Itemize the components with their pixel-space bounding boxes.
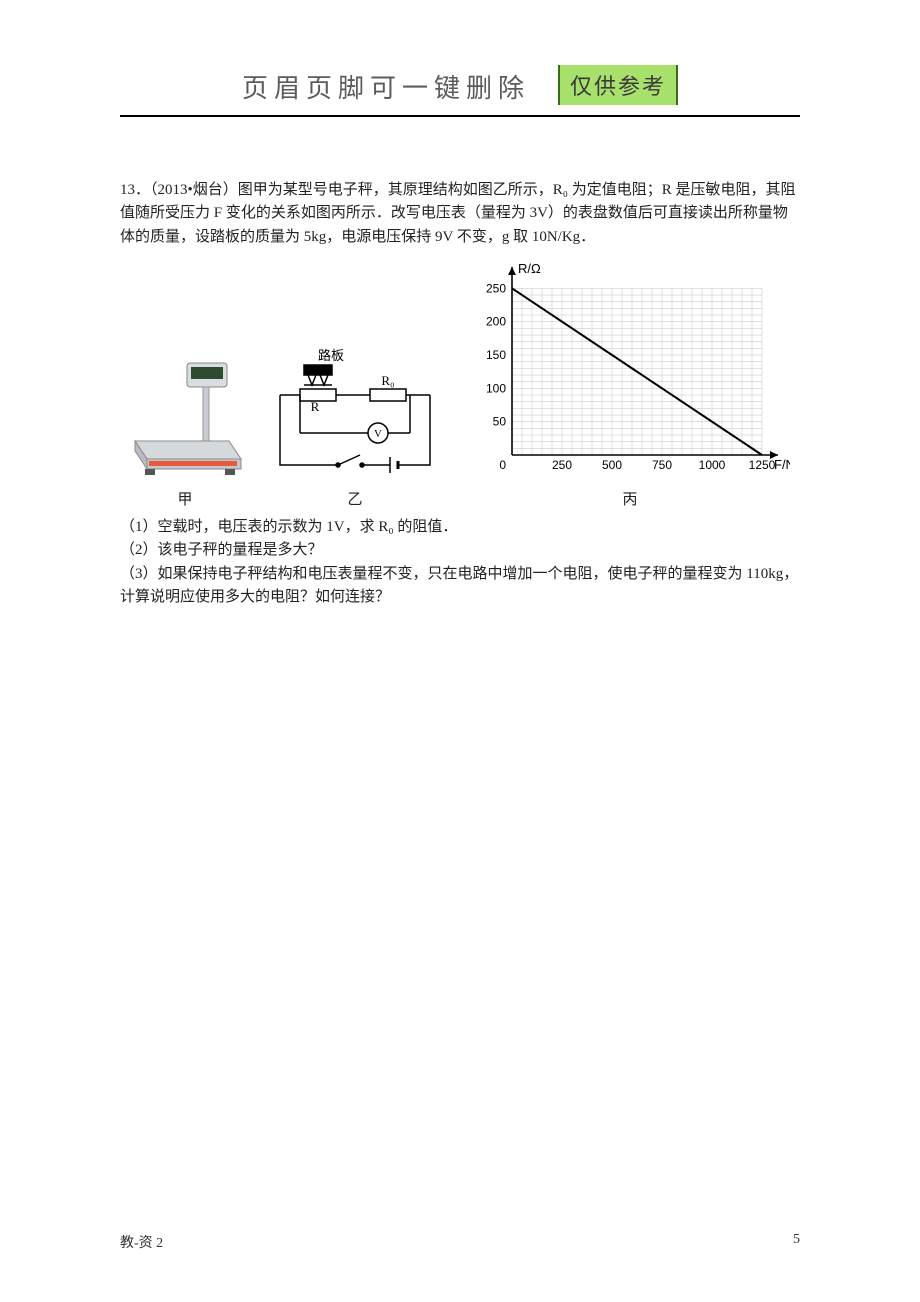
circuit-r-label: R — [311, 399, 320, 414]
svg-text:F/N: F/N — [774, 457, 790, 472]
svg-text:750: 750 — [652, 458, 672, 472]
problem-intro: 13．（2013•烟台）图甲为某型号电子秤，其原理结构如图乙所示，R₀ 为定值电… — [120, 179, 800, 249]
svg-text:200: 200 — [486, 314, 506, 328]
figure-jia: 甲 — [120, 355, 250, 512]
svg-text:250: 250 — [486, 281, 506, 295]
svg-text:500: 500 — [602, 458, 622, 472]
svg-text:1000: 1000 — [699, 458, 726, 472]
figure-row: 甲 — [120, 255, 800, 512]
svg-text:50: 50 — [493, 414, 507, 428]
footer: 教-资 2 5 — [120, 1232, 800, 1252]
figure-yi-label: 乙 — [347, 489, 362, 512]
figure-jia-label: 甲 — [177, 489, 192, 512]
page-header: 页眉页脚可一键删除 仅供参考 — [120, 65, 800, 113]
svg-text:250: 250 — [552, 458, 572, 472]
header-badge: 仅供参考 — [558, 65, 678, 105]
svg-text:R/Ω: R/Ω — [518, 261, 541, 276]
svg-text:150: 150 — [486, 348, 506, 362]
figure-bing-label: 丙 — [622, 489, 637, 512]
circuit-r0-label: R₀ — [381, 373, 394, 388]
footer-left: 教-资 2 — [120, 1232, 163, 1252]
svg-text:1250: 1250 — [749, 458, 776, 472]
circuit-plate-label: 路板 — [318, 348, 344, 363]
header-title: 页眉页脚可一键删除 — [242, 68, 530, 105]
content-area: 13．（2013•烟台）图甲为某型号电子秤，其原理结构如图乙所示，R₀ 为定值电… — [120, 117, 800, 609]
chart: 250 500 750 1000 1250 50 100 150 200 250 0 F/N R/Ω — [470, 255, 790, 485]
question-3: （3）如果保持电子秤结构和电压表量程不变，只在电路中增加一个电阻，使电子秤的量程… — [120, 563, 800, 610]
scale-drawing — [125, 355, 245, 485]
svg-text:0: 0 — [499, 458, 506, 472]
footer-right: 5 — [793, 1232, 800, 1252]
svg-text:100: 100 — [486, 381, 506, 395]
circuit-diagram: 路板 R R₀ V — [260, 335, 450, 485]
figure-yi: 路板 R R₀ V 乙 — [260, 335, 450, 512]
question-1: （1）空载时，电压表的示数为 1V，求 R₀ 的阻值． — [120, 516, 800, 539]
question-2: （2）该电子秤的量程是多大？ — [120, 539, 800, 562]
figure-bing: 250 500 750 1000 1250 50 100 150 200 250 0 F/N R/Ω 丙 — [460, 255, 800, 512]
circuit-v-label: V — [374, 428, 382, 440]
questions: （1）空载时，电压表的示数为 1V，求 R₀ 的阻值． （2）该电子秤的量程是多… — [120, 516, 800, 609]
